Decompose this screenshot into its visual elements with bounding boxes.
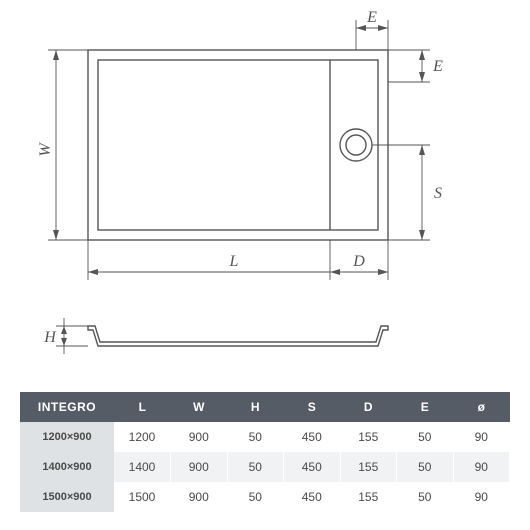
table-row: 1500×900 1500 900 50 450 155 50 90: [20, 482, 510, 512]
top-view-outer: [88, 50, 388, 240]
col-H: H: [227, 392, 284, 422]
label-E-top: E: [366, 9, 377, 26]
col-diameter: ø: [453, 392, 510, 422]
drain-outer: [340, 129, 372, 161]
table-row: 1200×900 1200 900 50 450 155 50 90: [20, 422, 510, 452]
label-H: H: [43, 329, 57, 346]
row-name: 1400×900: [20, 452, 114, 482]
label-L: L: [229, 253, 239, 270]
table-header-row: INTEGRO L W H S D E ø: [20, 392, 510, 422]
col-D: D: [340, 392, 397, 422]
drain-inner: [346, 135, 366, 155]
col-integro: INTEGRO: [20, 392, 114, 422]
spec-table: INTEGRO L W H S D E ø 1200×900 1200 900 …: [20, 392, 510, 512]
top-view-inner: [98, 60, 378, 230]
label-W: W: [37, 142, 54, 157]
table-row: 1400×900 1400 900 50 450 155 50 90: [20, 452, 510, 482]
technical-drawing: L W D E E S H: [0, 0, 530, 380]
col-L: L: [114, 392, 171, 422]
side-view: [56, 318, 388, 354]
col-S: S: [284, 392, 341, 422]
label-E-right: E: [432, 58, 443, 75]
label-D: D: [352, 253, 365, 270]
col-E: E: [397, 392, 454, 422]
row-name: 1500×900: [20, 482, 114, 512]
col-W: W: [171, 392, 228, 422]
label-S: S: [434, 185, 442, 202]
row-name: 1200×900: [20, 422, 114, 452]
